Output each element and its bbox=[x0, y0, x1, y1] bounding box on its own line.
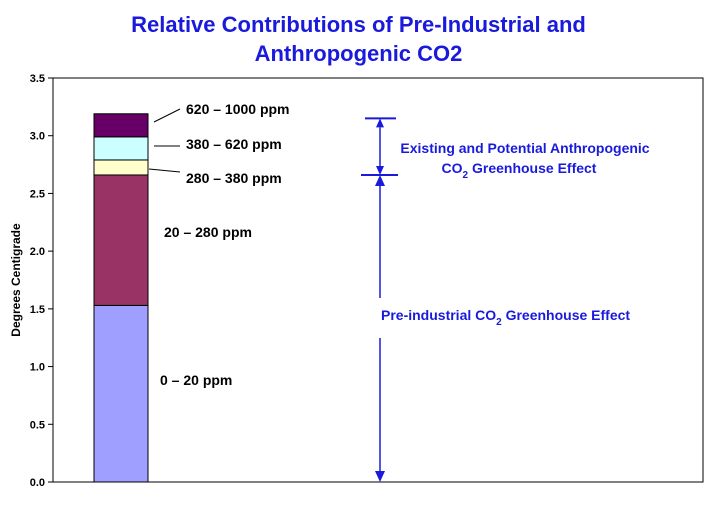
segment-leader-line-4 bbox=[153, 108, 181, 123]
y-tick-label-0: 0.0 bbox=[30, 477, 45, 489]
anthropogenic-arrowhead-up bbox=[376, 118, 384, 128]
y-tick-label-5: 2.5 bbox=[30, 188, 45, 200]
y-tick-label-6: 3.0 bbox=[30, 131, 45, 143]
segment-label-1: 20 – 280 ppm bbox=[164, 224, 252, 240]
chart-title-line-2: Anthropogenic CO2 bbox=[254, 41, 463, 66]
bar-segment-2 bbox=[93, 159, 149, 176]
preindustrial-arrowhead-down bbox=[375, 471, 385, 482]
segment-label-4: 620 – 1000 ppm bbox=[186, 101, 290, 117]
segment-leader-line-2 bbox=[148, 168, 181, 173]
bar-segment-1 bbox=[93, 174, 149, 306]
y-tick-label-4: 2.0 bbox=[30, 246, 45, 258]
anthropogenic-annotation-line-2: CO2 Greenhouse Effect bbox=[442, 160, 597, 181]
bar-segment-0 bbox=[93, 304, 149, 483]
bar-segment-3 bbox=[93, 136, 149, 161]
segment-label-0: 0 – 20 ppm bbox=[160, 372, 232, 388]
segment-label-3: 380 – 620 ppm bbox=[186, 136, 282, 152]
segment-label-2: 280 – 380 ppm bbox=[186, 170, 282, 186]
chart-title-line-1: Relative Contributions of Pre-Industrial… bbox=[131, 12, 586, 37]
plot-border bbox=[52, 77, 704, 483]
y-tick-label-1: 0.5 bbox=[30, 419, 45, 431]
preindustrial-annotation-label: Pre-industrial CO2 Greenhouse Effect bbox=[381, 307, 630, 328]
bar-segment-4 bbox=[93, 113, 149, 138]
anthropogenic-annotation-line-1: Existing and Potential Anthropogenic bbox=[400, 140, 649, 156]
y-tick-label-3: 1.5 bbox=[30, 304, 45, 316]
chart-title: Relative Contributions of Pre-Industrial… bbox=[0, 10, 717, 68]
preindustrial-arrowhead-up bbox=[375, 174, 385, 186]
y-tick-label-7: 3.5 bbox=[30, 73, 45, 85]
anthropogenic-arrowhead-down bbox=[376, 165, 384, 175]
y-axis-label: Degrees Centigrade bbox=[9, 223, 23, 337]
y-tick-label-2: 1.0 bbox=[30, 362, 45, 374]
